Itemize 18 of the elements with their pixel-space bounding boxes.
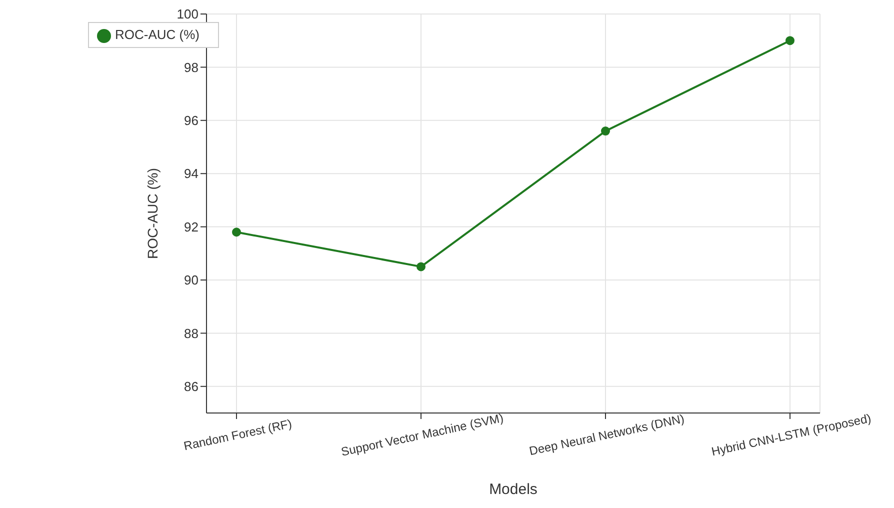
y-tick-label: 98 [184, 60, 198, 75]
y-tick-label: 90 [184, 272, 198, 288]
y-tick-label: 94 [184, 166, 198, 182]
point [601, 126, 610, 136]
y-axis-title: ROC-AUC (%) [144, 168, 160, 259]
point [232, 228, 241, 237]
y-tick-label: 92 [184, 219, 198, 234]
y-tick-label: 88 [184, 326, 198, 341]
y-tick-label: 100 [176, 6, 198, 22]
legend-label: ROC-AUC (%) [115, 27, 200, 42]
x-tick-label: Random Forest (RF) [182, 416, 294, 454]
x-tick-label: Support Vector Machine (SVM) [340, 410, 505, 459]
point [416, 262, 426, 272]
x-tick-label: Deep Neural Networks (DNN) [528, 412, 686, 458]
x-axis-title: Models [489, 481, 538, 498]
point [786, 36, 794, 46]
y-tick-label: 96 [184, 113, 198, 128]
y-tick-label: 86 [184, 379, 198, 394]
